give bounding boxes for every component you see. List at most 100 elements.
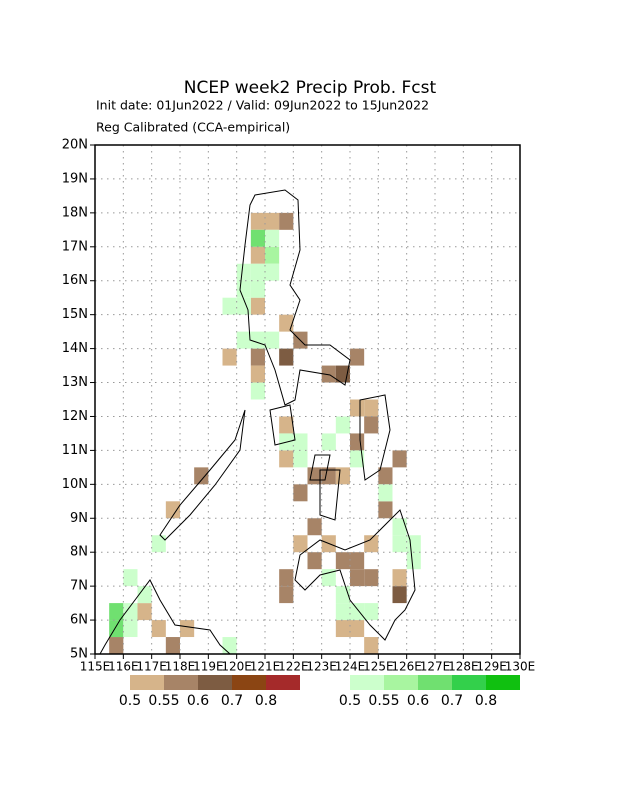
legend-swatch [486,675,520,690]
prob-cell [265,263,280,281]
prob-cell [364,569,379,587]
prob-cell [350,399,365,417]
y-tick-label: 5N [70,647,88,662]
prob-cell [250,382,265,400]
legend-swatch [130,675,164,690]
prob-cell [335,416,350,434]
legend-label: 0.6 [187,693,209,709]
legend-swatch [418,675,452,690]
y-tick-label: 18N [62,205,88,220]
legend-swatch [232,675,266,690]
axes: 115E116E117E118E119E120E121E122E123E124E… [62,138,536,674]
prob-cell [364,399,379,417]
prob-cell [265,331,280,349]
prob-cell [151,535,166,553]
prob-cell [392,586,407,604]
x-tick-label: 123E [306,660,337,674]
y-tick-label: 15N [62,307,88,322]
x-tick-label: 126E [391,660,422,674]
prob-cell [392,518,407,536]
prob-cell [250,331,265,349]
y-tick-label: 11N [62,443,88,458]
prob-cell [293,433,308,451]
prob-cell [165,501,180,519]
prob-cell [293,484,308,502]
grid [94,144,521,655]
legend-label: 0.55 [368,693,399,709]
y-tick-label: 12N [62,409,88,424]
prob-cell [350,450,365,468]
subtitle: Init date: 01Jun2022 / Valid: 09Jun2022 … [96,98,429,113]
legend-label: 0.6 [407,693,429,709]
prob-cell [250,297,265,315]
prob-cell [109,603,124,621]
prob-cell [250,280,265,298]
legend-swatch [384,675,418,690]
prob-cell [321,365,336,383]
y-tick-label: 16N [62,273,88,288]
x-tick-label: 124E [335,660,366,674]
legend-label: 0.5 [339,693,361,709]
prob-cell [364,603,379,621]
prob-cell [222,297,237,315]
y-tick-label: 7N [70,579,88,594]
prob-cell [378,467,393,485]
prob-cell [265,212,280,230]
prob-cell [378,484,393,502]
prob-cell [250,365,265,383]
prob-cell [250,263,265,281]
prob-cell [321,433,336,451]
prob-cell [250,348,265,366]
prob-cell [350,620,365,638]
prob-cell [222,348,237,366]
x-tick-label: 119E [193,660,224,674]
prob-cell [307,552,322,570]
legend-label: 0.5 [119,693,141,709]
y-tick-label: 19N [62,171,88,186]
x-tick-label: 122E [278,660,309,674]
y-tick-label: 13N [62,375,88,390]
x-tick-label: 115E [80,660,111,674]
legend-swatch [266,675,300,690]
title: NCEP week2 Precip Prob. Fcst [184,78,437,98]
prob-cell [392,450,407,468]
y-tick-label: 6N [70,613,88,628]
prob-cell [392,535,407,553]
y-tick-label: 14N [62,341,88,356]
legend-label: 0.8 [255,693,277,709]
prob-cell [165,637,180,654]
prob-cell [335,552,350,570]
prob-cell [279,314,294,332]
x-tick-label: 117E [136,660,167,674]
prob-cell [137,603,152,621]
prob-cell [279,586,294,604]
prob-cell [350,569,365,587]
prob-cell [350,348,365,366]
prob-cell [378,501,393,519]
prob-cell [293,535,308,553]
x-tick-label: 130E [505,660,536,674]
legend-label: 0.8 [475,693,497,709]
prob-cell [293,450,308,468]
prob-cell [236,331,251,349]
prob-cell [109,637,124,654]
frame [94,144,521,655]
legend-swatch [452,675,486,690]
prob-cell [236,297,251,315]
prob-cell [279,450,294,468]
prob-cell [364,535,379,553]
legend-swatch [350,675,384,690]
x-tick-label: 129E [476,660,507,674]
prob-cell [180,620,195,638]
prob-cell [350,552,365,570]
y-tick-label: 10N [62,477,88,492]
prob-cell [250,212,265,230]
cells [109,212,421,654]
x-tick-label: 118E [165,660,196,674]
prob-cell [279,416,294,434]
prob-cell [279,212,294,230]
x-tick-label: 120E [221,660,252,674]
prob-cell [236,280,251,298]
y-tick-label: 8N [70,545,88,560]
